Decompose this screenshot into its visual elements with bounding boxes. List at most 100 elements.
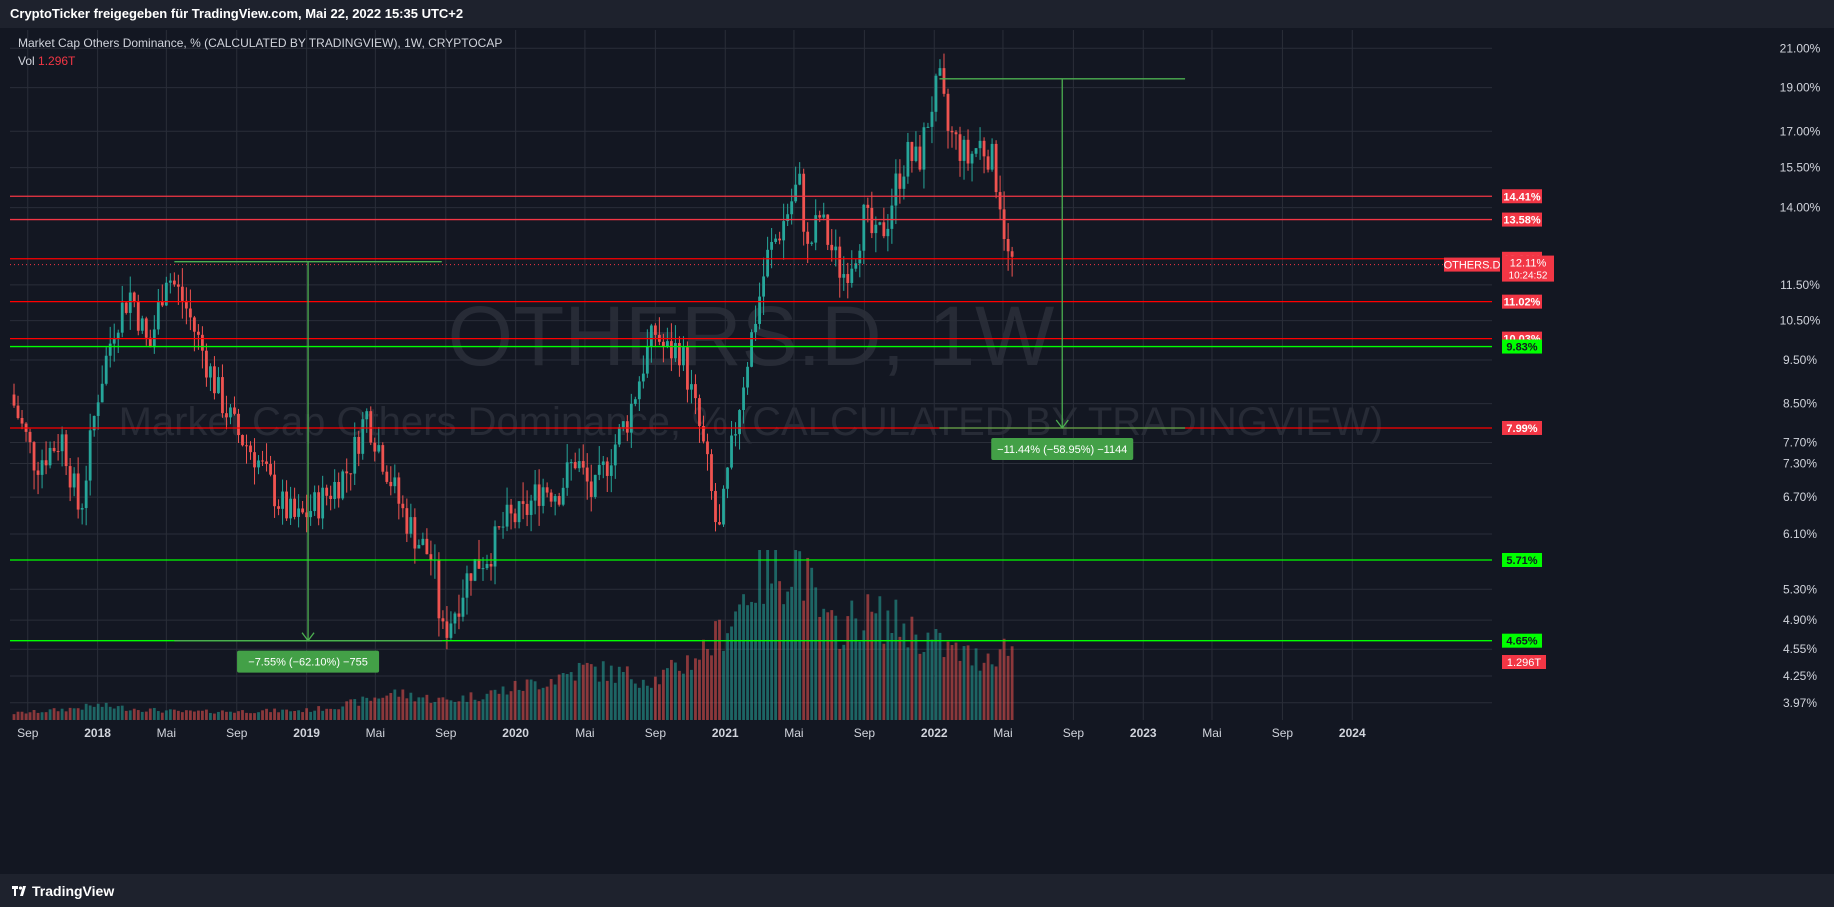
candle-body [84, 480, 88, 509]
volume-bar [313, 710, 317, 720]
measure-tool: −11.44% (−58.95%) −1144 [939, 78, 1186, 460]
candle-body [1010, 251, 1014, 257]
volume-bar [557, 674, 561, 720]
volume-bar [413, 701, 417, 720]
brand-name[interactable]: TradingView [32, 882, 115, 899]
candle-body [806, 231, 810, 244]
measure-arrow-icon [301, 632, 315, 642]
candle-body [261, 460, 264, 462]
candle-body [88, 430, 92, 481]
volume-bar [970, 665, 974, 720]
volume-bar [593, 666, 597, 720]
volume-value: 1.296T [38, 54, 76, 68]
volume-bar [257, 712, 260, 720]
candle-body [265, 461, 268, 464]
volume-bar [60, 708, 64, 720]
time-axis-tick: 2021 [712, 726, 739, 740]
volume-bar [341, 706, 345, 720]
volume-bar [669, 659, 673, 720]
volume-bar [172, 709, 176, 720]
volume-bar [782, 604, 786, 720]
volume-bar [814, 587, 818, 720]
level-price-label: 7.99% [1506, 423, 1537, 435]
candle-body [192, 317, 196, 332]
volume-bar [124, 710, 128, 720]
volume-legend[interactable]: Vol 1.296T [18, 52, 502, 70]
volume-bar [710, 655, 713, 720]
volume-bar [585, 662, 589, 720]
volume-bar [633, 683, 637, 720]
candle-body [786, 214, 790, 222]
candle-body [557, 496, 561, 505]
candle-body [16, 405, 20, 418]
volume-bar [253, 713, 256, 720]
tradingview-logo-icon[interactable] [12, 883, 26, 899]
volume-bar [180, 712, 184, 720]
level-price-badge [1502, 420, 1542, 435]
volume-bar [44, 712, 48, 720]
candle-body [205, 350, 208, 378]
price-axis-tick: 15.50% [1780, 161, 1821, 175]
candle-body [521, 501, 525, 504]
candle-body [698, 398, 701, 427]
candle-body [738, 410, 741, 435]
candle-body [221, 377, 224, 414]
candle-body [361, 419, 365, 454]
candle-body [12, 394, 16, 406]
candle-body [954, 132, 958, 135]
price-axis-tick: 4.90% [1783, 613, 1817, 627]
volume-bar [806, 557, 810, 720]
candle-body [802, 173, 806, 232]
candle-body [866, 204, 870, 208]
candle-body [934, 75, 938, 112]
volume-bar [237, 711, 240, 720]
candle-body [758, 296, 761, 324]
volume-bar [24, 713, 28, 720]
symbol-description[interactable]: Market Cap Others Dominance, % (CALCULAT… [18, 36, 503, 50]
volume-bar [201, 710, 204, 720]
candle-body [858, 250, 862, 264]
volume-bar [353, 699, 357, 720]
volume-bar [317, 706, 321, 720]
candle-body [846, 274, 850, 283]
volume-bar [962, 646, 966, 720]
candle-body [686, 347, 689, 390]
volume-bar [862, 630, 866, 720]
volume-badge-label: 1.296T [1507, 657, 1542, 669]
candle-body [28, 431, 32, 443]
volume-bar [333, 709, 337, 720]
volume-bar [285, 709, 288, 720]
volume-bar [1006, 655, 1010, 720]
volume-bar [497, 693, 501, 720]
volume-bar [946, 641, 950, 720]
volume-bar [381, 697, 385, 720]
candle-body [397, 477, 401, 504]
volume-bar [978, 670, 982, 720]
candle-body [661, 341, 665, 347]
level-price-label: 13.58% [1503, 215, 1541, 227]
candle-body [766, 249, 770, 277]
volume-bar [305, 708, 309, 720]
candle-body [509, 504, 513, 514]
level-price-label: 11.02% [1504, 297, 1541, 309]
candle-body [156, 301, 160, 330]
level-price-badge [1502, 633, 1542, 648]
volume-bar [974, 648, 978, 720]
candle-body [349, 473, 353, 475]
candle-body [706, 441, 709, 455]
candle-body [549, 492, 553, 502]
price-axis-tick: 3.97% [1783, 696, 1817, 710]
candle-body [269, 463, 272, 475]
candle-body [437, 559, 441, 619]
volume-bar [337, 709, 341, 720]
price-axis-tick: 21.00% [1780, 41, 1821, 55]
volume-bar [457, 701, 461, 720]
volume-bar [609, 665, 613, 720]
candle-body [309, 511, 313, 518]
candle-body [770, 241, 774, 250]
candle-body [120, 302, 124, 333]
candle-body [108, 343, 112, 356]
candle-body [878, 222, 882, 225]
volume-bar [926, 632, 930, 720]
